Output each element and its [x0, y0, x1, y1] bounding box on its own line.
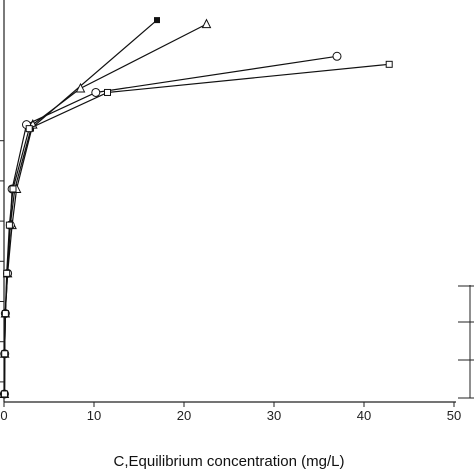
data-point-open-square — [0, 390, 8, 398]
x-axis-title: C,Equilibrium concentration (mg/L) — [114, 453, 345, 470]
data-point-open-circle — [332, 51, 342, 61]
data-point-open-square — [5, 221, 13, 229]
data-point-open-square — [104, 88, 111, 96]
data-point-open-triangle — [201, 18, 212, 29]
axes: 0 10 20 30 40 50 — [0, 0, 461, 423]
data-point-open-square — [385, 60, 393, 68]
data-point-open-square — [1, 350, 9, 358]
x-tick-label: 50 — [447, 408, 461, 423]
legend-stub — [458, 285, 474, 399]
data-point-open-square — [3, 269, 11, 277]
x-tick-label: 30 — [267, 408, 281, 423]
data-point-open-square — [1, 310, 9, 318]
series-filled-square — [1, 17, 160, 397]
series-open-square — [0, 60, 393, 398]
data-point-open-triangle — [75, 82, 86, 93]
x-tick-label: 40 — [357, 408, 371, 423]
series-open-triangle — [0, 18, 212, 398]
series-line — [3, 23, 207, 395]
data-point-filled-square — [154, 17, 160, 24]
x-tick-label: 0 — [0, 408, 7, 423]
x-tick-label: 20 — [177, 408, 191, 423]
data-point-open-square — [9, 185, 17, 193]
data-point-open-square — [25, 125, 33, 133]
x-tick-label: 10 — [87, 408, 101, 423]
series-line — [3, 63, 390, 395]
series-layer — [0, 17, 393, 399]
series-open-circle — [0, 51, 342, 399]
series-line — [3, 55, 338, 395]
series-line — [3, 19, 158, 395]
data-point-open-circle — [91, 87, 101, 97]
